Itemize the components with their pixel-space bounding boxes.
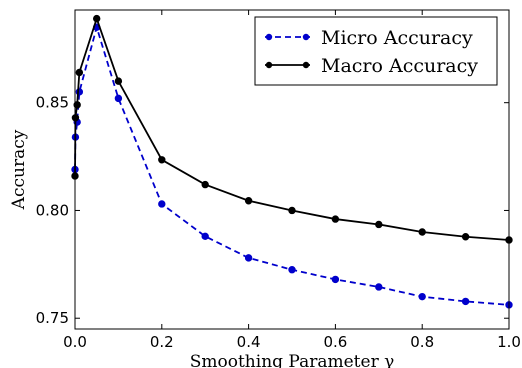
data-point [418, 228, 426, 236]
x-axis-title: Smoothing Parameter γ [190, 352, 395, 368]
ticks-layer: 0.0 0.2 0.4 0.6 0.8 1.0 0.75 0.80 0.85 [36, 10, 521, 351]
data-point [114, 94, 123, 103]
data-point [75, 68, 84, 77]
data-point [461, 297, 470, 306]
data-point [73, 101, 81, 109]
data-point [331, 275, 340, 284]
data-point [418, 292, 426, 301]
data-point [288, 266, 296, 274]
x-tick-label: 1.0 [497, 333, 521, 351]
data-point [114, 77, 123, 85]
legend-label: Macro Accuracy [321, 55, 478, 77]
data-point [244, 254, 253, 262]
y-tick-label: 0.80 [36, 201, 69, 219]
x-tick-label: 0.2 [150, 333, 174, 351]
data-point [331, 215, 340, 223]
series-layer [71, 14, 513, 309]
data-point [375, 283, 383, 291]
legend: Micro Accuracy Macro Accuracy [254, 16, 498, 86]
legend-marker [265, 61, 273, 69]
legend-marker [302, 33, 310, 41]
x-tick-label: 0.4 [237, 333, 261, 351]
y-axis-title: Accuracy [9, 129, 29, 210]
plot-frame [74, 9, 510, 330]
data-point [288, 206, 296, 215]
x-tick-label: 0.6 [323, 333, 347, 351]
data-point [158, 200, 166, 208]
legend-marker [302, 61, 310, 69]
legend-marker [265, 33, 273, 41]
legend-label: Micro Accuracy [321, 27, 473, 49]
y-tick-label: 0.85 [36, 94, 69, 112]
data-point [93, 14, 101, 23]
data-point [201, 180, 209, 189]
x-tick-label: 0.0 [63, 333, 87, 351]
x-tick-label: 0.8 [410, 333, 434, 351]
legend-box [254, 16, 498, 86]
data-point [461, 233, 470, 241]
data-point [158, 156, 166, 164]
y-tick-label: 0.75 [36, 309, 69, 327]
data-point [244, 197, 253, 205]
legend-entries: Micro Accuracy Macro Accuracy [265, 27, 478, 77]
data-point [201, 232, 209, 241]
data-point [375, 220, 383, 229]
